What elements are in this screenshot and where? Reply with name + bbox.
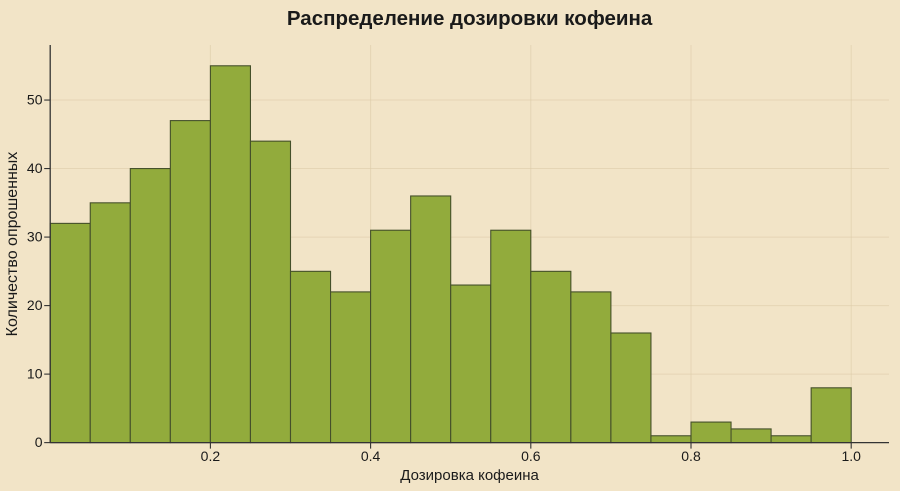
svg-text:40: 40 (27, 160, 43, 176)
svg-text:0: 0 (35, 434, 43, 450)
svg-text:20: 20 (27, 297, 43, 313)
svg-text:10: 10 (27, 366, 43, 382)
svg-text:0.2: 0.2 (201, 448, 221, 464)
svg-text:1.0: 1.0 (841, 448, 861, 464)
svg-text:0.4: 0.4 (361, 448, 381, 464)
svg-text:50: 50 (27, 92, 43, 108)
svg-text:0.6: 0.6 (521, 448, 541, 464)
svg-text:0.8: 0.8 (681, 448, 701, 464)
svg-text:30: 30 (27, 229, 43, 245)
